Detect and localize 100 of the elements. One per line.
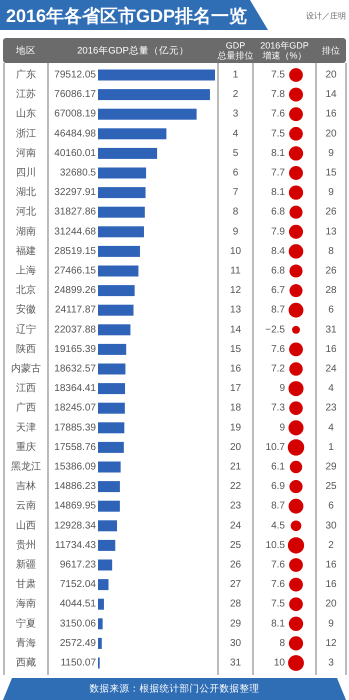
bar xyxy=(98,304,134,316)
bar xyxy=(98,402,125,414)
y-tick-label: 陕西 xyxy=(16,342,36,355)
y-tick-label: 上海 xyxy=(16,264,36,276)
bar xyxy=(98,187,146,198)
data-label: 18364.41 xyxy=(54,383,96,394)
text: 2016年GDP 增速（%） xyxy=(260,40,309,61)
bar xyxy=(98,540,116,551)
y-tick-label: 福建 xyxy=(16,244,36,257)
bar xyxy=(98,324,130,336)
data-label: 9 xyxy=(279,383,286,394)
data-label: 1 xyxy=(232,70,239,80)
y-tick-label: 甘肃 xyxy=(16,578,36,590)
data-label: 14869.95 xyxy=(54,500,96,512)
text: GDP 总量排位 xyxy=(216,40,254,61)
data-label: 20 xyxy=(230,442,242,453)
data-label: 4 xyxy=(232,128,239,140)
data-label: 4.5 xyxy=(271,520,286,532)
data-label: 2 xyxy=(232,89,239,100)
data-label: 6.7 xyxy=(271,285,286,296)
y-tick-label: 内蒙古 xyxy=(11,362,41,374)
bar xyxy=(98,148,158,159)
data-label: 6.8 xyxy=(271,206,286,218)
data-label: 20 xyxy=(325,70,337,80)
data-label: 18245.07 xyxy=(54,402,96,414)
data-label: 17558.76 xyxy=(54,442,96,453)
data-label: 14886.23 xyxy=(54,481,96,492)
data-label: 31827.86 xyxy=(54,206,96,218)
data-label: 31 xyxy=(230,658,242,668)
data-label: 19165.39 xyxy=(54,344,96,355)
data-label: 20 xyxy=(325,128,337,140)
y-tick-label: 湖南 xyxy=(16,225,36,238)
data-label: 26 xyxy=(230,560,242,570)
data-label: 8.7 xyxy=(271,304,286,316)
y-tick-label: 河南 xyxy=(16,146,36,159)
data-label: 8.7 xyxy=(271,500,286,512)
data-label: 1 xyxy=(328,442,334,453)
bar xyxy=(98,89,210,100)
bar xyxy=(98,168,146,178)
data-label: 31 xyxy=(325,324,337,336)
data-label: 7.3 xyxy=(271,402,286,414)
data-label: 9 xyxy=(328,187,334,198)
data-label: 7.5 xyxy=(271,598,286,610)
data-label: 16 xyxy=(325,344,337,355)
data-label: 7.8 xyxy=(271,89,286,100)
data-label: 3150.06 xyxy=(60,618,96,630)
data-label: 8.1 xyxy=(271,618,286,630)
data-label: 30 xyxy=(230,638,242,649)
data-label: 8 xyxy=(328,246,334,257)
data-label: 29 xyxy=(325,462,337,472)
bar xyxy=(98,520,118,532)
x-axis-title: 2016年GDP总量（亿元） xyxy=(77,44,189,56)
data-label: 21 xyxy=(230,462,242,472)
data-label: 14 xyxy=(230,324,242,336)
data-label: 7.5 xyxy=(271,70,286,80)
data-label: 1150.07 xyxy=(60,658,96,668)
data-label: 31244.68 xyxy=(54,226,96,238)
data-label: 16 xyxy=(325,579,337,590)
data-label: 8.1 xyxy=(271,187,286,198)
data-label: 7152.04 xyxy=(60,579,96,590)
text: 排位 xyxy=(322,46,340,56)
bar xyxy=(98,266,138,276)
data-label: 7.9 xyxy=(271,226,286,238)
data-label: 2572.49 xyxy=(60,638,96,649)
data-label: 7.5 xyxy=(271,128,286,140)
data-label: 16 xyxy=(325,108,337,120)
data-label: 8.4 xyxy=(271,246,286,257)
data-label: 7.7 xyxy=(271,168,286,178)
data-label: 24 xyxy=(325,364,337,374)
data-label: 7.6 xyxy=(271,560,286,570)
data-label: 13 xyxy=(325,226,337,238)
data-label: 76086.17 xyxy=(54,89,96,100)
y-tick-label: 浙江 xyxy=(16,127,36,140)
data-label: 6.1 xyxy=(271,462,286,472)
data-label: 24117.87 xyxy=(55,304,96,316)
data-label: 7.6 xyxy=(271,108,286,120)
data-label: 2 xyxy=(328,540,334,551)
y-tick-label: 黑龙江 xyxy=(11,460,41,472)
bar xyxy=(98,481,120,492)
data-label: 10.5 xyxy=(266,540,286,551)
data-label: 18632.57 xyxy=(54,364,96,374)
bar xyxy=(98,285,135,296)
data-label: 25 xyxy=(325,481,337,492)
data-label: −2.5 xyxy=(265,324,286,336)
data-label: 16 xyxy=(230,364,242,374)
data-label: 79512.05 xyxy=(54,70,96,80)
text: 设计／庄明 xyxy=(306,12,346,20)
data-label: 22 xyxy=(230,481,242,492)
y-tick-label: 江苏 xyxy=(16,88,36,100)
data-label: 25 xyxy=(230,540,242,551)
data-label: 24899.26 xyxy=(54,285,96,296)
y-tick-label: 河北 xyxy=(16,206,36,218)
data-label: 9 xyxy=(328,148,334,159)
bar xyxy=(98,364,126,374)
data-label: 23 xyxy=(230,500,242,512)
bar xyxy=(98,383,126,394)
bar xyxy=(98,344,126,355)
y-tick-label: 云南 xyxy=(16,500,36,512)
y-axis-title: 地区 xyxy=(15,44,36,56)
data-label: 20 xyxy=(325,598,337,610)
